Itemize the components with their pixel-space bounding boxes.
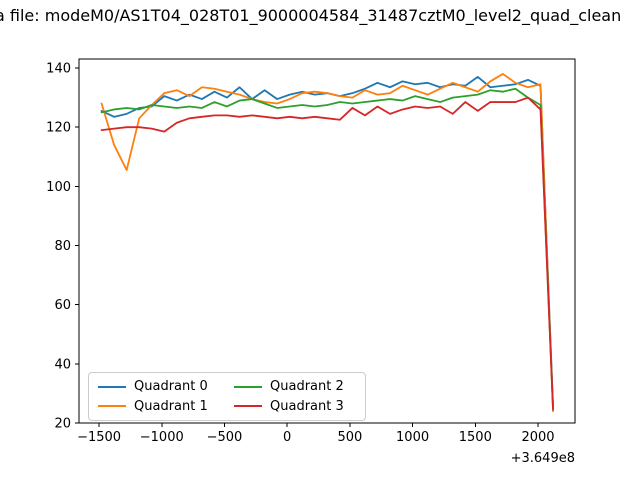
- legend-line-quadrant-2: [234, 385, 262, 388]
- legend-label-quadrant-3: Quadrant 3: [270, 398, 344, 414]
- x-tick-label: 500: [337, 430, 362, 445]
- y-tick-label: 40: [54, 357, 71, 372]
- y-tick-label: 80: [54, 239, 71, 254]
- legend-entry-quadrant-3: Quadrant 3: [234, 397, 356, 417]
- chart-title: a file: modeM0/AS1T04_028T01_9000004584_…: [0, 6, 622, 25]
- x-axis: −1500 −1000 −500 0 500 1000 1500 2000 +3.649e8: [77, 423, 575, 466]
- legend-line-quadrant-1: [98, 405, 126, 408]
- legend-entry-quadrant-2: Quadrant 2: [234, 377, 356, 397]
- legend-label-quadrant-1: Quadrant 1: [134, 398, 208, 414]
- x-tick-label: −1500: [77, 430, 121, 445]
- legend-label-quadrant-2: Quadrant 2: [270, 379, 344, 395]
- y-tick-label: 20: [54, 417, 71, 432]
- y-tick-label: 100: [46, 180, 71, 195]
- x-tick-label: −500: [207, 430, 243, 445]
- legend: Quadrant 0 Quadrant 1 Quadrant 2 Quadran…: [88, 372, 366, 421]
- x-tick-label: 2000: [521, 430, 554, 445]
- series-line-quadrant-0: [100, 76, 554, 408]
- legend-line-quadrant-0: [98, 385, 126, 388]
- legend-entry-quadrant-0: Quadrant 0: [98, 377, 220, 397]
- y-axis: 20 40 60 80 100 120 140: [46, 62, 79, 432]
- axes-spines: [78, 58, 576, 424]
- series-line-quadrant-3: [100, 96, 554, 411]
- legend-line-quadrant-3: [234, 405, 262, 408]
- series-line-quadrant-2: [100, 87, 554, 410]
- x-tick-label: 1500: [459, 430, 492, 445]
- x-tick-label: 0: [283, 430, 291, 445]
- x-tick-label: −1000: [140, 430, 184, 445]
- x-tick-label: 1000: [396, 430, 429, 445]
- legend-label-quadrant-0: Quadrant 0: [134, 379, 208, 395]
- y-tick-label: 120: [46, 121, 71, 136]
- series-line-quadrant-1: [100, 73, 554, 413]
- y-tick-label: 140: [46, 62, 71, 77]
- legend-entry-quadrant-1: Quadrant 1: [98, 397, 220, 417]
- x-axis-offset-label: +3.649e8: [511, 451, 575, 466]
- y-tick-label: 60: [54, 298, 71, 313]
